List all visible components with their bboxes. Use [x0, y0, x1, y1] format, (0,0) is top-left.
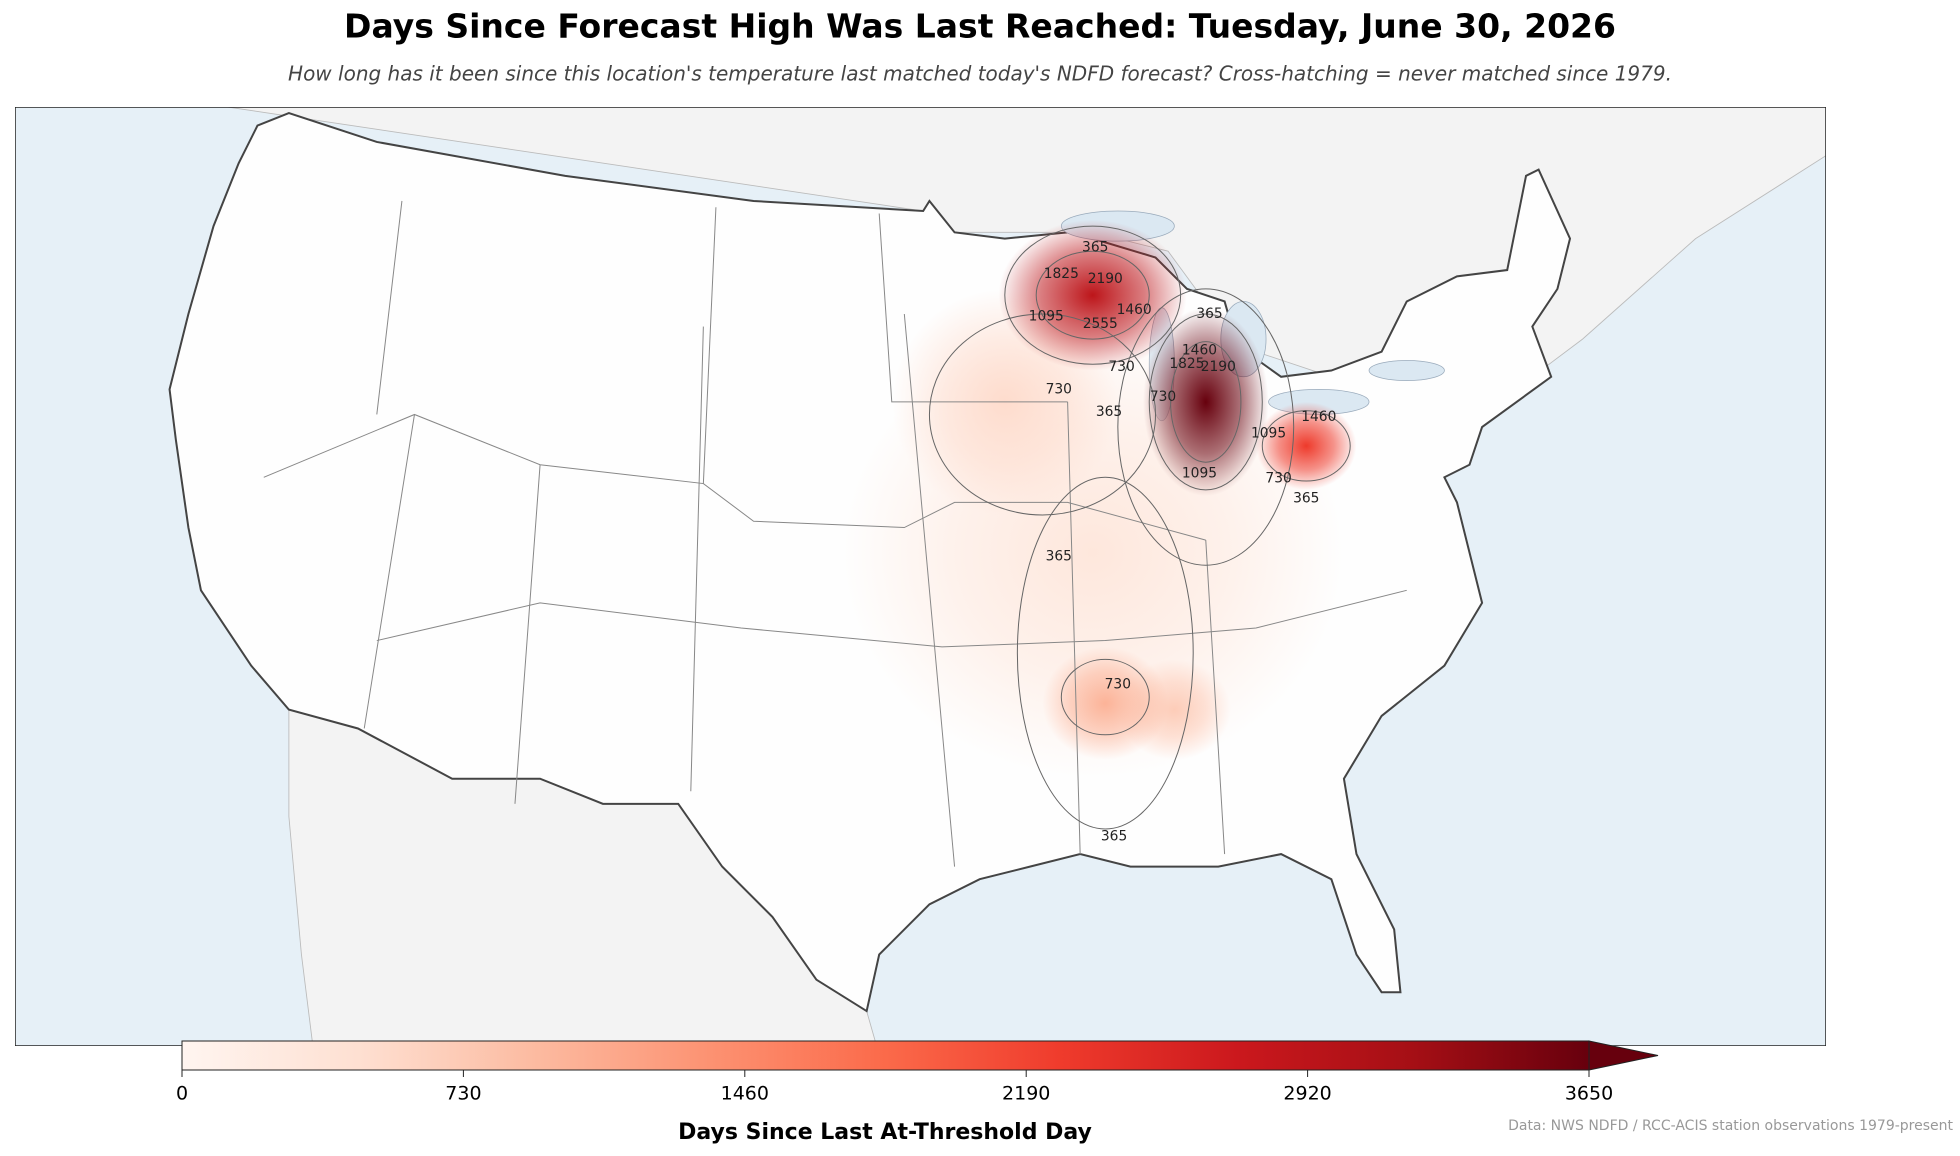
colorbar-tick-label: 0	[176, 1083, 188, 1105]
title: Days Since Forecast High Was Last Reache…	[344, 7, 1616, 46]
contour-label: 365	[1046, 548, 1072, 564]
contour-label: 1095	[1251, 425, 1286, 441]
contour-label: 1825	[1044, 266, 1079, 282]
contour-label: 730	[1046, 381, 1072, 397]
colorbar-tick-label: 2190	[1002, 1083, 1050, 1105]
contour-label: 2555	[1083, 316, 1118, 332]
contour-label: 730	[1265, 471, 1291, 487]
contour-label: 1460	[1301, 409, 1336, 425]
colorbar-tick-label: 2920	[1283, 1083, 1331, 1105]
subtitle: How long has it been since this location…	[288, 62, 1672, 86]
contour-label: 1460	[1182, 342, 1217, 358]
contour-label: 2190	[1201, 359, 1236, 375]
source: Data: NWS NDFD / RCC-ACIS station observ…	[1508, 1118, 1953, 1134]
hotspot	[1042, 646, 1169, 760]
contour-label: 365	[1082, 239, 1108, 255]
contour-label: 2190	[1088, 271, 1123, 287]
colorbar	[181, 1040, 1590, 1071]
colorbar-label: Days Since Last At-Threshold Day	[678, 1120, 1092, 1145]
contour-label: 1095	[1182, 466, 1217, 482]
contour-label: 365	[1293, 491, 1319, 507]
contour-label: 1095	[1029, 309, 1064, 325]
colorbar-extend	[1588, 1040, 1659, 1071]
colorbar-tick-label: 3650	[1565, 1083, 1613, 1105]
contour-label: 1460	[1117, 302, 1152, 318]
contour-label: 730	[1108, 359, 1134, 375]
contour-label: 365	[1096, 404, 1122, 420]
contour-label: 730	[1150, 389, 1176, 405]
contour-label: 730	[1105, 677, 1131, 693]
contour-label: 365	[1196, 306, 1222, 322]
contour-label: 1825	[1169, 356, 1204, 372]
colorbar-tick-label: 730	[445, 1083, 481, 1105]
hotspot	[1142, 307, 1269, 497]
colorbar-tick-label: 1460	[721, 1083, 769, 1105]
contour-label: 365	[1101, 828, 1127, 844]
hotspot	[1256, 401, 1357, 490]
hotspot	[998, 219, 1187, 371]
